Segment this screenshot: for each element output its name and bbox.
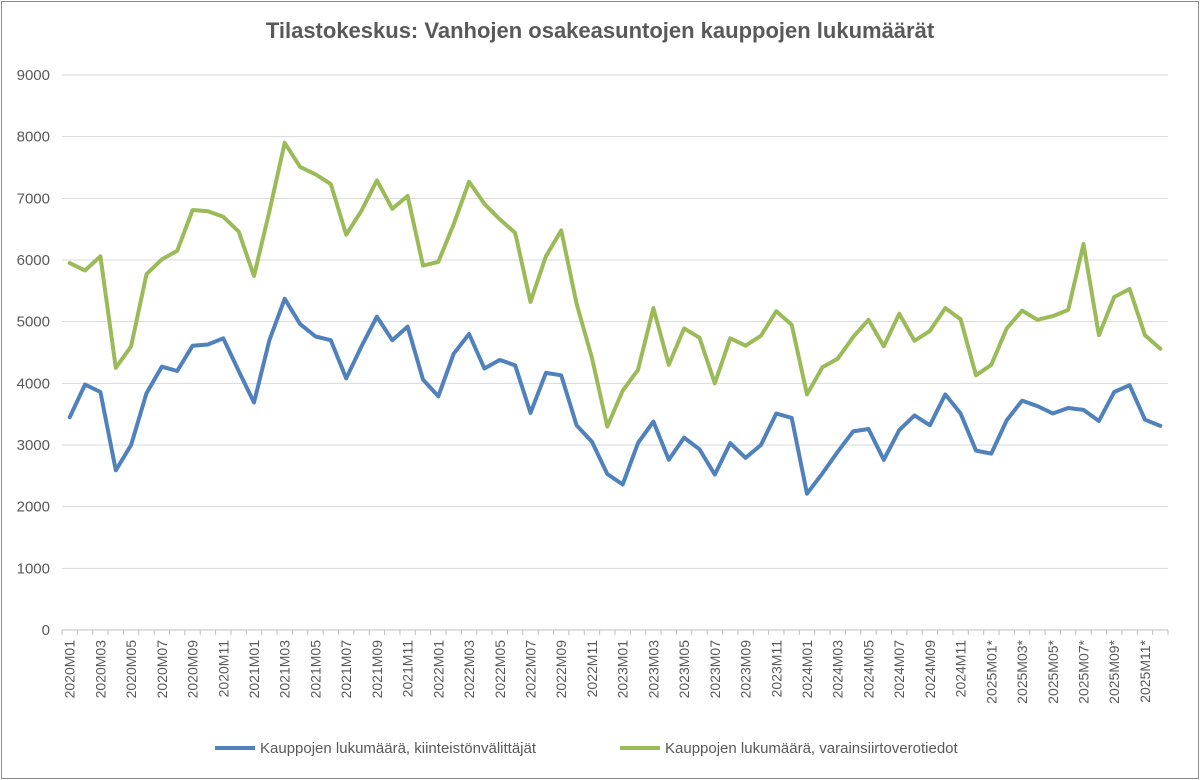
x-tick-label: 2024M01 [799, 640, 815, 699]
y-axis: 0 1000 2000 3000 4000 5000 6000 7000 8000 9000 [17, 67, 50, 639]
y-tick-label: 3000 [17, 437, 50, 454]
legend-label: Kauppojen lukumäärä, varainsiirtoverotie… [665, 740, 959, 757]
x-tick-label: 2020M11 [215, 640, 231, 698]
x-tick-label: 2022M03 [461, 640, 477, 699]
x-tick-label: 2022M01 [430, 640, 446, 699]
gridlines [62, 74, 1168, 631]
x-tick-label: 2021M05 [307, 640, 323, 699]
x-tick-label: 2025M01* [983, 639, 999, 703]
x-tick-label: 2024M07 [891, 640, 907, 699]
x-tick-label: 2023M01 [615, 640, 631, 699]
x-tick-label: 2021M01 [246, 640, 262, 699]
x-tick-label: 2024M05 [860, 640, 876, 699]
x-tick-label: 2025M05* [1045, 639, 1061, 703]
y-tick-label: 5000 [17, 314, 50, 331]
x-tick-label: 2021M03 [277, 640, 293, 699]
y-tick-label: 6000 [17, 252, 50, 269]
x-tick-label: 2024M11 [953, 640, 969, 698]
y-tick-label: 9000 [17, 67, 50, 84]
x-axis: 2020M01 2020M03 2020M05 2020M07 2020M09 2020M… [61, 630, 1169, 704]
y-tick-label: 4000 [17, 375, 50, 392]
x-tick-label: 2023M11 [768, 640, 784, 698]
y-tick-label: 8000 [17, 129, 50, 146]
x-tick-label: 2020M01 [62, 640, 78, 699]
x-tick-label: 2025M09* [1106, 639, 1122, 703]
x-tick-label: 2023M09 [738, 640, 754, 699]
x-tick-label: 2021M09 [369, 640, 385, 699]
x-tick-label: 2022M11 [584, 640, 600, 698]
series-line-2 [67, 140, 1163, 429]
x-tick-label: 2021M11 [400, 640, 416, 698]
series-lines [67, 140, 1163, 496]
x-tick-label: 2025M07* [1076, 639, 1092, 703]
x-tick-label: 2025M11* [1137, 639, 1153, 702]
x-tick-label: 2023M07 [707, 640, 723, 699]
y-tick-label: 2000 [17, 499, 50, 516]
x-tick-label: 2023M05 [676, 640, 692, 699]
series-line-1 [67, 296, 1163, 496]
chart-title: Tilastokeskus: Vanhojen osakeasuntojen k… [265, 18, 935, 43]
x-tick-label: 2020M07 [154, 640, 170, 699]
x-tick-label: 2025M03* [1014, 639, 1030, 703]
x-tick-label: 2024M03 [830, 640, 846, 699]
x-tick-label: 2020M03 [92, 640, 108, 699]
x-tick-label: 2021M07 [338, 640, 354, 699]
x-tick-label: 2022M07 [523, 640, 539, 699]
x-tick-label: 2020M05 [123, 640, 139, 699]
x-tick-label: 2022M05 [492, 640, 508, 699]
legend: Kauppojen lukumäärä, kiinteistönvälittäj… [215, 740, 959, 757]
y-tick-label: 1000 [17, 560, 50, 577]
y-tick-label: 7000 [17, 190, 50, 207]
x-tick-label: 2023M03 [645, 640, 661, 699]
x-tick-label: 2024M09 [922, 640, 938, 699]
legend-label: Kauppojen lukumäärä, kiinteistönvälittäj… [260, 740, 537, 757]
x-tick-label: 2022M09 [553, 640, 569, 699]
y-tick-label: 0 [42, 622, 50, 639]
x-tick-label: 2020M09 [185, 640, 201, 699]
